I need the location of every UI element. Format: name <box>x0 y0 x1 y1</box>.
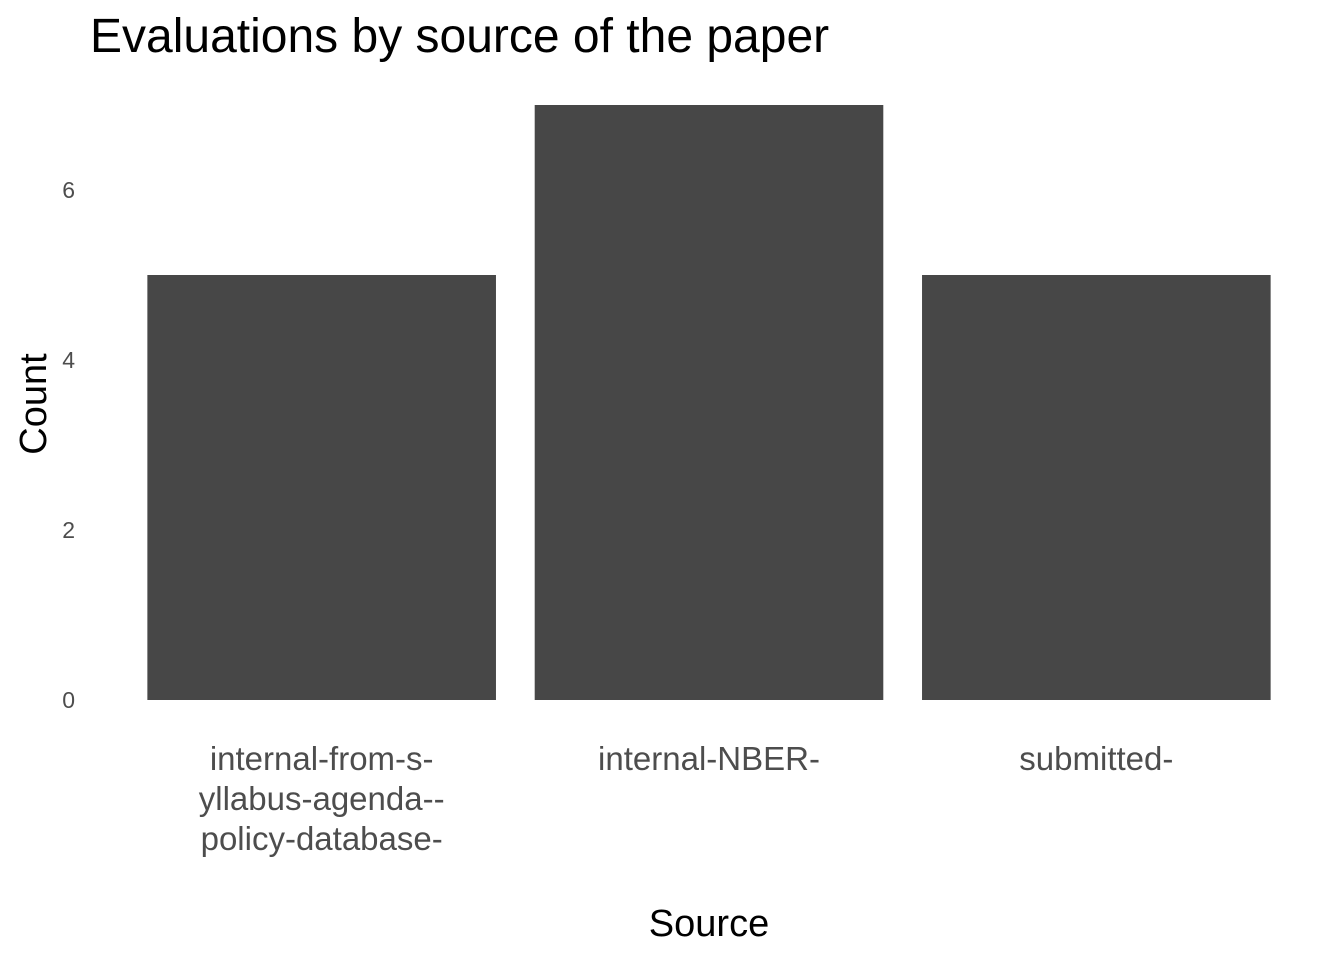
x-tick-label-line: yllabus-agenda-- <box>199 780 445 817</box>
x-tick-label-line: internal-NBER- <box>598 740 820 777</box>
x-tick-label: submitted- <box>1019 740 1173 777</box>
x-tick-label-line: submitted- <box>1019 740 1173 777</box>
x-axis-ticks: internal-from-s-yllabus-agenda--policy-d… <box>199 740 1174 857</box>
bars <box>147 105 1271 700</box>
chart-title: Evaluations by source of the paper <box>90 10 829 63</box>
x-axis-title: Source <box>649 903 769 945</box>
x-tick-label-line: policy-database- <box>201 820 443 857</box>
bar <box>534 105 884 700</box>
y-tick-label: 2 <box>62 517 75 543</box>
y-axis-ticks: 0 2 4 6 <box>62 177 75 713</box>
bar <box>147 275 496 700</box>
y-tick-label: 6 <box>62 177 75 203</box>
y-axis-title: Count <box>13 353 55 455</box>
x-tick-label: internal-from-s-yllabus-agenda--policy-d… <box>199 740 445 857</box>
bar <box>922 275 1271 700</box>
y-tick-label: 4 <box>62 347 75 373</box>
x-tick-label-line: internal-from-s- <box>210 740 434 777</box>
x-tick-label: internal-NBER- <box>598 740 820 777</box>
y-tick-label: 0 <box>62 687 75 713</box>
